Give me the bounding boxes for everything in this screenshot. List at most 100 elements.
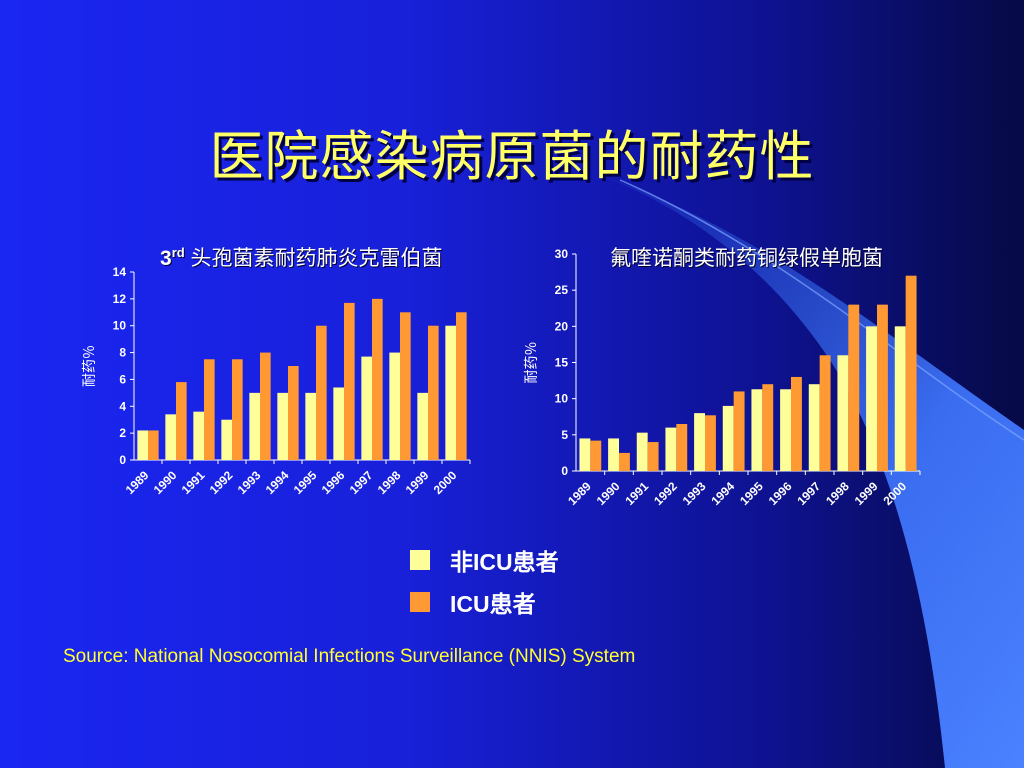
bar <box>428 325 439 460</box>
x-tick-label: 1991 <box>179 468 208 497</box>
bar <box>176 382 187 460</box>
y-tick-label: 14 <box>113 265 127 279</box>
x-tick-label: 1994 <box>263 468 292 497</box>
bar <box>305 392 316 460</box>
x-tick-label: 1995 <box>737 479 766 508</box>
bar <box>137 430 148 460</box>
x-tick-label: 2000 <box>880 479 909 508</box>
bar <box>636 432 648 471</box>
source-citation: Source: National Nosocomial Infections S… <box>63 646 636 667</box>
bar <box>722 405 734 471</box>
bar <box>705 415 716 471</box>
x-tick-label: 1989 <box>123 468 152 497</box>
x-tick-label: 1992 <box>207 468 236 497</box>
bar <box>647 442 659 471</box>
y-tick-label: 20 <box>555 319 569 333</box>
bar <box>249 392 260 460</box>
bar <box>762 384 774 471</box>
x-tick-label: 1999 <box>403 468 432 497</box>
bar <box>417 392 428 460</box>
bar <box>780 389 791 471</box>
x-tick-label: 1997 <box>794 479 823 508</box>
bar <box>665 427 677 471</box>
bar <box>676 423 688 471</box>
bar <box>819 355 831 471</box>
bar <box>905 275 917 471</box>
chart-title-left: 3rd 头孢菌素耐药肺炎克雷伯菌 <box>160 245 443 270</box>
y-tick-label: 4 <box>119 399 126 413</box>
x-tick-label: 1995 <box>291 468 320 497</box>
x-tick-label: 1989 <box>565 479 594 508</box>
bar <box>579 438 591 471</box>
x-tick-label: 1999 <box>852 479 881 508</box>
bar <box>148 430 159 460</box>
bar <box>866 326 877 471</box>
y-tick-label: 10 <box>113 319 127 333</box>
bar <box>808 384 820 471</box>
bar <box>400 312 411 460</box>
y-tick-label: 12 <box>113 292 127 306</box>
x-tick-label: 1993 <box>680 479 709 508</box>
bar <box>316 325 327 460</box>
legend-item-icu: ICU患者 <box>410 587 559 617</box>
bar <box>608 438 619 471</box>
y-axis-label: 耐药％ <box>524 342 540 384</box>
y-axis-label: 耐药％ <box>82 345 98 387</box>
x-tick-label: 1991 <box>622 479 651 508</box>
x-tick-label: 1998 <box>823 479 852 508</box>
y-tick-label: 0 <box>119 453 126 467</box>
bar <box>894 326 906 471</box>
bar <box>288 366 299 460</box>
y-tick-label: 30 <box>555 247 569 261</box>
x-tick-label: 1992 <box>651 479 680 508</box>
x-tick-label: 2000 <box>431 468 460 497</box>
legend-label-non-icu: 非ICU患者 <box>450 549 559 575</box>
bar <box>204 359 215 460</box>
x-tick-label: 1993 <box>235 468 264 497</box>
y-tick-label: 8 <box>119 346 126 360</box>
bar <box>791 376 802 471</box>
bar <box>361 356 372 460</box>
y-tick-label: 25 <box>555 283 569 297</box>
legend: 非ICU患者 ICU患者 <box>410 545 559 629</box>
page-title: 医院感染病原菌的耐药性 <box>209 125 815 188</box>
x-tick-label: 1990 <box>151 468 180 497</box>
y-tick-label: 15 <box>555 356 569 370</box>
bar <box>619 452 630 471</box>
legend-swatch-icu <box>410 592 430 612</box>
bar <box>372 298 383 460</box>
bar <box>389 352 400 460</box>
legend-swatch-non-icu <box>410 550 430 570</box>
chart-title-right: 氟喹诺酮类耐药铜绿假单胞菌 <box>610 247 883 270</box>
y-tick-label: 5 <box>561 428 568 442</box>
bar <box>221 419 232 460</box>
y-tick-label: 6 <box>119 372 126 386</box>
bar <box>232 359 243 460</box>
legend-label-icu: ICU患者 <box>450 591 536 617</box>
bar <box>848 304 860 471</box>
bar <box>694 413 705 471</box>
x-tick-label: 1997 <box>347 468 376 497</box>
bar <box>260 352 271 460</box>
y-tick-label: 2 <box>119 426 126 440</box>
y-tick-label: 10 <box>555 392 569 406</box>
x-tick-label: 1996 <box>319 468 348 497</box>
bar <box>277 392 288 460</box>
x-tick-label: 1998 <box>375 468 404 497</box>
bar <box>165 414 176 460</box>
bar <box>445 325 456 460</box>
x-tick-label: 1990 <box>594 479 623 508</box>
x-tick-label: 1994 <box>708 479 737 508</box>
bar <box>333 387 344 460</box>
bar <box>877 304 888 471</box>
bar <box>344 302 355 460</box>
bar <box>590 440 602 471</box>
y-tick-label: 0 <box>561 464 568 478</box>
x-tick-label: 1996 <box>766 479 795 508</box>
bar <box>837 355 849 471</box>
bar <box>456 312 467 460</box>
legend-item-non-icu: 非ICU患者 <box>410 545 559 575</box>
